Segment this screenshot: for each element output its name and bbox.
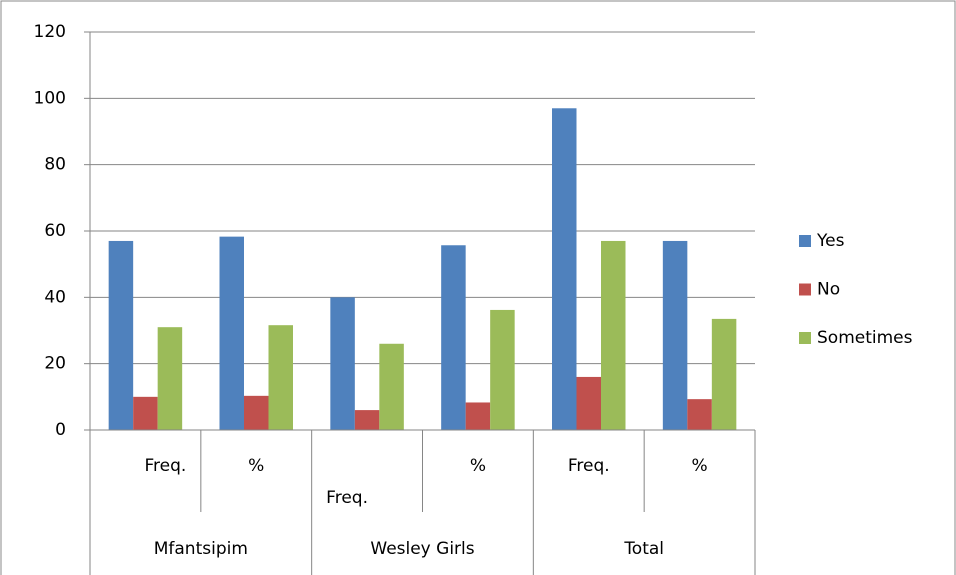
y-tick-label: 60 xyxy=(44,221,66,241)
bar xyxy=(662,240,688,430)
bar xyxy=(354,410,380,430)
legend-swatch xyxy=(799,235,811,247)
bar xyxy=(441,245,466,430)
bar xyxy=(552,108,577,431)
bar xyxy=(157,327,183,430)
bar xyxy=(465,402,491,430)
x-tick-label: % xyxy=(692,456,708,476)
bar xyxy=(244,395,269,430)
bar xyxy=(687,399,712,430)
bar xyxy=(330,297,355,430)
bar xyxy=(219,236,244,430)
bar xyxy=(379,343,404,430)
y-tick-label: 100 xyxy=(34,88,66,108)
y-tick-label: 0 xyxy=(55,420,66,440)
y-tick-label: 40 xyxy=(44,287,66,307)
legend-swatch xyxy=(799,283,811,296)
legend-label: Yes xyxy=(816,231,845,251)
bar xyxy=(576,376,601,430)
y-tick-label: 120 xyxy=(34,22,66,42)
bar xyxy=(490,309,515,430)
group-label: Wesley Girls xyxy=(370,539,474,559)
group-label: Total xyxy=(623,539,664,559)
group-label: Mfantsipim xyxy=(154,539,248,559)
bar xyxy=(268,325,293,430)
legend-label: Sometimes xyxy=(817,328,913,348)
bar xyxy=(601,240,626,430)
bar xyxy=(133,396,158,430)
bar xyxy=(711,318,737,430)
x-tick-label: % xyxy=(248,456,264,476)
legend-label: No xyxy=(817,280,840,300)
x-tick-label: Freq. xyxy=(326,488,368,508)
y-tick-label: 80 xyxy=(44,155,66,175)
bar xyxy=(108,240,134,430)
x-tick-label: Freq. xyxy=(145,456,187,476)
legend-swatch xyxy=(799,332,811,344)
x-tick-label: Freq. xyxy=(568,456,610,476)
x-tick-label: % xyxy=(470,456,486,476)
y-tick-label: 20 xyxy=(44,354,66,374)
